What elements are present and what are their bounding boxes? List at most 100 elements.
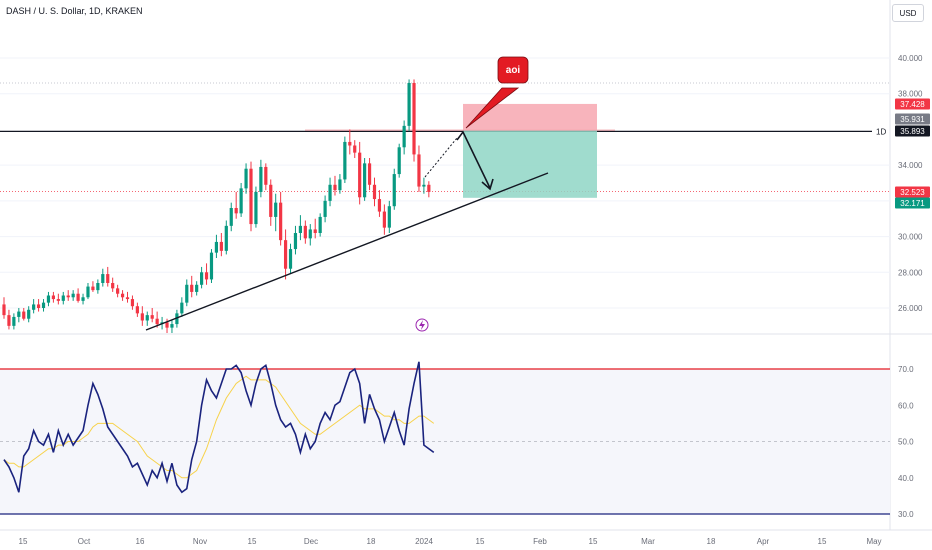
candle-body (224, 225, 228, 251)
candle-body (116, 288, 120, 294)
currency-button[interactable]: USD (892, 4, 924, 22)
candle-body (343, 141, 347, 180)
time-tick-label: 18 (707, 537, 716, 546)
candle-body (41, 302, 46, 308)
candle (200, 266, 204, 289)
drawings[interactable]: aoi (145, 56, 549, 332)
candle-body (214, 241, 219, 253)
candle-body (269, 184, 273, 217)
candle (120, 290, 125, 301)
callout-text: aoi (506, 65, 521, 76)
stop-loss-zone (463, 103, 597, 131)
candle-body (283, 240, 288, 269)
candle-body (17, 311, 21, 317)
candle (387, 200, 391, 233)
candle-body (2, 304, 6, 316)
candle (412, 79, 416, 162)
candle-body (195, 284, 199, 292)
candle-body (244, 168, 248, 189)
candle-body (392, 174, 396, 207)
candle (22, 308, 26, 321)
horizontal-levels: 1D (0, 82, 890, 192)
candle-body (76, 293, 80, 301)
candle-body (46, 295, 51, 303)
price-tag-text: 32.171 (900, 199, 925, 208)
candle-body (293, 233, 298, 250)
time-tick-label: May (866, 537, 881, 546)
projection-dotted-line (424, 137, 458, 178)
candle (175, 309, 179, 328)
candle (125, 291, 130, 303)
candle-body (145, 315, 149, 321)
price-tick-label: 38.000 (898, 90, 923, 99)
price-tick-label: 26.000 (898, 304, 923, 313)
candle (61, 291, 65, 305)
rsi-pane (0, 361, 890, 515)
candle-body (412, 83, 416, 155)
take-profit-zone (463, 130, 597, 198)
candle (372, 177, 377, 207)
candle (71, 290, 75, 301)
candle-body (7, 315, 11, 326)
candle (254, 186, 258, 228)
time-tick-label: Nov (193, 537, 207, 546)
candle (259, 159, 263, 198)
candle-body (130, 299, 135, 307)
candle (36, 299, 41, 312)
candle (313, 218, 317, 239)
candle (328, 177, 332, 207)
lightning-icon (415, 318, 429, 332)
candle (76, 288, 80, 303)
candle (56, 293, 60, 305)
candle-body (71, 293, 75, 298)
candle (377, 190, 382, 217)
candlestick-series (2, 79, 431, 333)
candle-body (353, 145, 357, 153)
time-tick-label: Dec (304, 537, 318, 546)
candle (264, 163, 268, 191)
candle-body (377, 199, 382, 212)
candle (170, 320, 174, 333)
candle-body (185, 284, 189, 303)
candle (185, 279, 189, 307)
candle (308, 224, 312, 246)
candle-body (313, 229, 317, 233)
candle (66, 290, 70, 301)
candle-body (22, 311, 26, 319)
candle-body (91, 286, 95, 291)
candle (407, 79, 411, 132)
candle (288, 243, 293, 275)
candle-body (427, 184, 431, 192)
candle (204, 263, 209, 285)
candle-body (387, 206, 391, 228)
candle (234, 191, 238, 219)
candle-body (417, 154, 421, 187)
price-tag-text: 37.428 (900, 100, 925, 109)
candle (274, 193, 278, 232)
candle (343, 136, 347, 183)
candle (382, 204, 386, 235)
price-tag-bg (895, 125, 930, 137)
candle-body (234, 208, 238, 214)
candle-body (274, 202, 278, 217)
candle-body (155, 318, 159, 325)
candle-body (259, 166, 263, 192)
candle-body (101, 274, 105, 283)
price-tag: 35.931 (895, 113, 930, 125)
candle (333, 175, 337, 196)
candle-body (397, 147, 401, 175)
time-tick-label: Feb (533, 537, 547, 546)
candle (367, 158, 372, 191)
candle (140, 306, 144, 326)
candle-body (382, 211, 386, 228)
candle (46, 291, 51, 307)
candle-body (111, 283, 115, 289)
candle-body (51, 295, 55, 300)
candle (145, 311, 149, 326)
candle-body (363, 163, 367, 198)
candle-body (56, 299, 60, 301)
price-tick-label: 30.000 (898, 233, 923, 242)
time-tick-label: Mar (641, 537, 655, 546)
candle-body (81, 297, 85, 301)
